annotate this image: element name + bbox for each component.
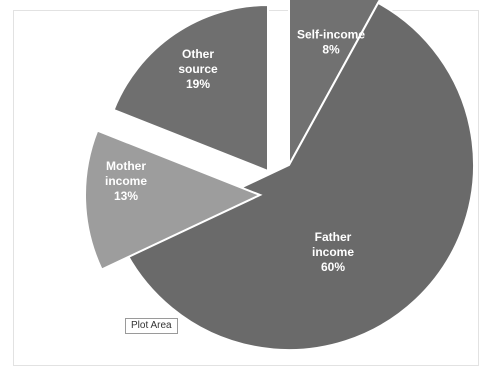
pie-slice-father-income[interactable] [120, 1, 475, 351]
slice-label-father-income: Father income 60% [312, 230, 354, 274]
pie-slice-other-source[interactable] [112, 3, 269, 173]
plot-area-tooltip: Plot Area [125, 318, 178, 334]
slice-label-other-source: Other source 19% [178, 47, 218, 91]
pie-slices [84, 0, 475, 351]
slice-label-mother-income: Mother income 13% [105, 159, 147, 203]
pie-slice-mother-income[interactable] [84, 129, 263, 271]
slice-label-self-income: Self-income 8% [297, 28, 365, 57]
pie-labels: Self-income 8% Father income 60% Mother income… [105, 28, 365, 275]
